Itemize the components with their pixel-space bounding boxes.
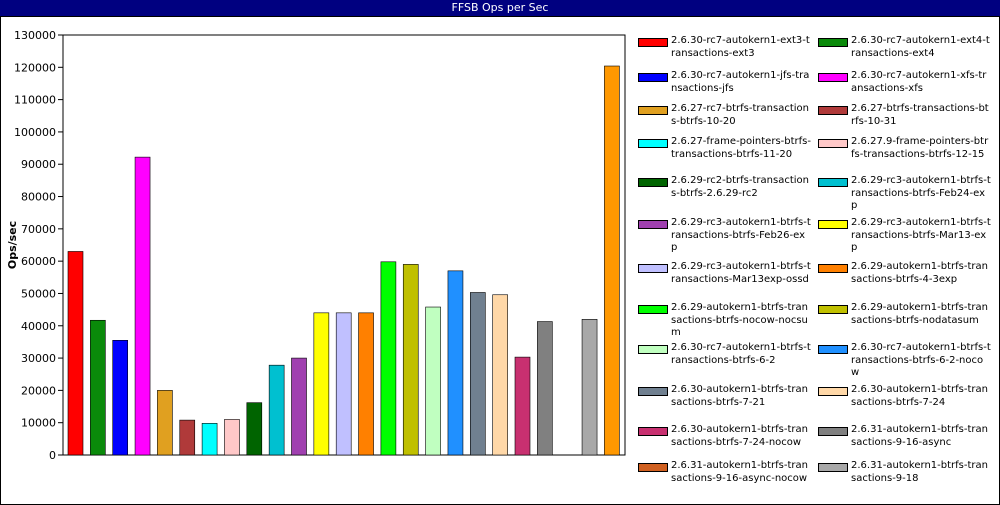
y-tick-label: 10000 [21, 417, 56, 430]
legend-label: 2.6.31-autokern1-btrfs-transactions-9-16… [851, 424, 988, 448]
legend-label: 2.6.30-autokern1-btrfs-transactions-btrf… [671, 384, 808, 408]
legend-label: 2.6.29-rc2-btrfs-transactions-btrfs-2.6.… [671, 175, 809, 199]
legend-swatch [818, 264, 848, 273]
legend-swatch [638, 264, 668, 273]
legend-label: 2.6.29-rc3-autokern1-btrfs-transactions-… [851, 175, 991, 212]
legend-label: 2.6.30-autokern1-btrfs-transactions-btrf… [851, 384, 988, 408]
legend-label: 2.6.27-btrfs-transactions-btrfs-10-31 [851, 103, 989, 127]
y-tick-label: 60000 [21, 255, 56, 268]
legend-swatch [818, 73, 848, 82]
legend-label: 2.6.30-rc7-autokern1-btrfs-transactions-… [671, 342, 811, 366]
bar-6 [179, 419, 196, 456]
legend-label: 2.6.29-autokern1-btrfs-transactions-btrf… [851, 261, 988, 285]
legend-swatch [638, 305, 668, 314]
chart-title: FFSB Ops per Sec [0, 0, 1000, 16]
bar-8 [224, 419, 240, 456]
legend-label: 2.6.30-rc7-autokern1-xfs-transactions-xf… [851, 70, 987, 94]
bar-20 [492, 294, 508, 456]
legend-label: 2.6.29-rc3-autokern1-btrfs-transactions-… [671, 261, 811, 285]
bar-9 [246, 402, 263, 456]
y-tick-label: 20000 [21, 384, 56, 397]
legend-swatch [818, 345, 848, 354]
y-tick-label: 100000 [14, 126, 56, 139]
legend-swatch [638, 38, 668, 47]
legend-swatch [638, 220, 668, 229]
bar-16 [402, 264, 419, 456]
bar-3 [112, 340, 128, 456]
y-tick-label: 90000 [21, 158, 56, 171]
bar-5 [157, 390, 173, 456]
bar-10 [268, 364, 285, 456]
legend-label: 2.6.30-autokern1-btrfs-transactions-btrf… [671, 424, 808, 448]
bar-19 [469, 292, 486, 456]
bar-11 [291, 357, 307, 456]
legend-label: 2.6.29-autokern1-btrfs-transactions-btrf… [851, 302, 988, 326]
legend-label: 2.6.31-autokern1-btrfs-transactions-9-18 [851, 460, 988, 484]
legend-label: 2.6.27-rc7-btrfs-transactions-btrfs-10-2… [671, 103, 809, 127]
y-tick-label: 70000 [21, 223, 56, 236]
y-tick-label: 110000 [14, 94, 56, 107]
bar-22 [537, 321, 553, 456]
legend-label: 2.6.29-rc3-autokern1-btrfs-transactions-… [671, 217, 811, 254]
legend-label: 2.6.30-rc7-autokern1-ext3-transactions-e… [671, 35, 810, 59]
legend-swatch [818, 305, 848, 314]
legend-swatch [818, 220, 848, 229]
legend-label: 2.6.27.9-frame-pointers-btrfs-transactio… [851, 136, 989, 160]
y-tick-label: 120000 [14, 61, 56, 74]
legend-swatch [638, 178, 668, 187]
bar-25 [604, 65, 620, 456]
y-axis-label: Ops/sec [6, 221, 19, 269]
y-tick-label: 30000 [21, 352, 56, 365]
legend-swatch [638, 463, 668, 472]
bar-2 [90, 319, 106, 456]
bar-12 [313, 312, 330, 456]
legend-label: 2.6.31-autokern1-btrfs-transactions-9-16… [671, 460, 808, 484]
legend-label: 2.6.29-autokern1-btrfs-transactions-btrf… [671, 302, 808, 339]
legend-swatch [638, 345, 668, 354]
legend-label: 2.6.30-rc7-autokern1-jfs-transactions-jf… [671, 70, 810, 94]
bar-chart: 0 10000 20000 30000 40000 50000 60000 70000 8000… [6, 29, 626, 462]
bar-7 [201, 423, 218, 456]
legend-swatch [818, 463, 848, 472]
y-tick-label: 130000 [14, 29, 56, 42]
legend-swatch [818, 178, 848, 187]
bar-14 [358, 312, 374, 456]
legend-swatch [818, 106, 848, 115]
legend-label: 2.6.29-rc3-autokern1-btrfs-transactions-… [851, 217, 991, 254]
legend-swatch [818, 427, 848, 436]
y-tick-label: 50000 [21, 287, 56, 300]
y-tick-label: 40000 [21, 320, 56, 333]
bar-4 [134, 156, 151, 456]
legend-label: 2.6.30-rc7-autokern1-btrfs-transactions-… [851, 342, 991, 379]
bar-17 [425, 306, 441, 456]
legend-swatch [638, 106, 668, 115]
bar-24 [581, 319, 598, 456]
legend-swatch [818, 387, 848, 396]
y-tick-label: 80000 [21, 191, 56, 204]
legend-label: 2.6.30-rc7-autokern1-ext4-transactions-e… [851, 35, 990, 59]
legend-swatch [638, 139, 668, 148]
bar-1 [67, 251, 84, 456]
legend-swatch [818, 38, 848, 47]
bar-18 [447, 270, 464, 456]
y-tick-label: 0 [49, 449, 56, 462]
legend-label: 2.6.27-frame-pointers-btrfs-transactions… [671, 136, 811, 160]
bar-15 [380, 261, 397, 456]
bar-13 [335, 312, 352, 456]
legend-swatch [638, 427, 668, 436]
legend-swatch [638, 73, 668, 82]
legend-swatch [638, 387, 668, 396]
legend-swatch [818, 139, 848, 148]
bar-21 [514, 356, 531, 456]
